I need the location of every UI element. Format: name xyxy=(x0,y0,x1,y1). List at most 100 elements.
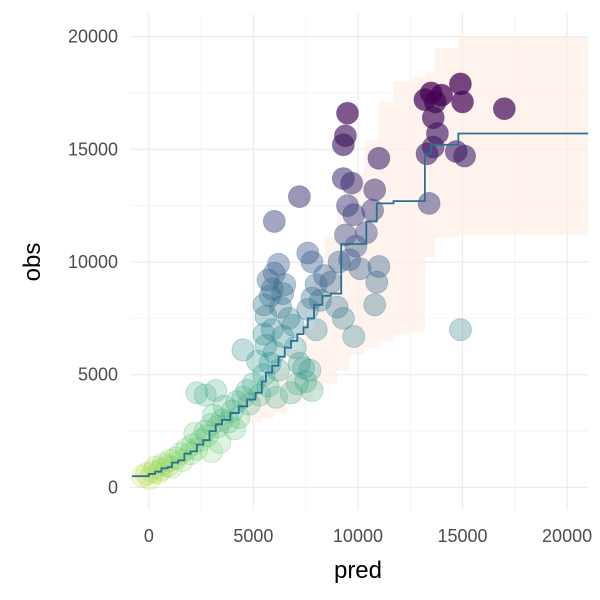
data-point xyxy=(421,135,445,159)
data-point xyxy=(202,403,226,427)
data-point xyxy=(146,461,170,485)
data-point xyxy=(363,178,387,202)
data-point xyxy=(248,383,272,407)
data-point xyxy=(256,268,280,292)
y-tick-label: 5000 xyxy=(78,365,118,385)
y-tick-label: 10000 xyxy=(68,252,118,272)
x-tick-label: 10000 xyxy=(333,526,383,546)
x-tick-label: 15000 xyxy=(437,526,487,546)
data-point xyxy=(338,248,361,272)
y-tick-label: 20000 xyxy=(68,27,118,47)
data-point xyxy=(252,322,276,346)
data-point xyxy=(223,417,246,441)
data-point xyxy=(200,439,223,463)
data-point xyxy=(287,185,311,209)
data-point xyxy=(334,124,357,148)
data-point xyxy=(334,223,357,247)
data-point xyxy=(258,352,282,375)
data-points xyxy=(131,72,516,490)
data-point xyxy=(300,379,324,402)
data-point xyxy=(453,144,477,168)
data-point xyxy=(277,306,301,330)
data-point xyxy=(367,255,391,278)
data-point xyxy=(135,462,159,486)
data-point xyxy=(348,257,372,281)
data-point xyxy=(164,446,188,470)
data-point xyxy=(367,146,391,170)
data-point xyxy=(292,356,315,380)
data-point xyxy=(271,282,295,305)
data-point xyxy=(208,430,232,454)
data-point xyxy=(262,261,286,285)
y-tick-label: 0 xyxy=(108,477,118,497)
data-point xyxy=(262,210,286,233)
y-tick-label: 15000 xyxy=(68,139,118,159)
data-point xyxy=(287,352,311,375)
data-point xyxy=(430,83,454,107)
data-point xyxy=(141,460,165,484)
data-point xyxy=(451,90,474,114)
data-point xyxy=(204,379,228,402)
x-tick-label: 5000 xyxy=(233,526,273,546)
data-point xyxy=(327,250,351,274)
data-point xyxy=(206,415,230,438)
data-point xyxy=(285,372,309,396)
data-point xyxy=(492,97,516,121)
data-point xyxy=(267,252,290,276)
data-point xyxy=(185,381,209,405)
y-tick-labels: 0 5000 10000 15000 20000 xyxy=(68,27,118,498)
data-point xyxy=(241,372,265,396)
data-point xyxy=(344,234,368,258)
data-point xyxy=(279,381,303,405)
data-point xyxy=(260,277,284,301)
data-point xyxy=(281,313,305,337)
data-point xyxy=(212,394,236,418)
data-point xyxy=(313,264,336,287)
data-point xyxy=(254,304,278,328)
data-point xyxy=(331,167,355,190)
data-point xyxy=(216,410,240,434)
data-point xyxy=(304,318,328,342)
data-point xyxy=(143,455,167,479)
data-point xyxy=(152,452,175,476)
data-point xyxy=(319,270,343,294)
data-point xyxy=(417,191,441,215)
x-tick-labels: 0 5000 10000 15000 20000 xyxy=(144,526,592,546)
data-point xyxy=(189,428,213,452)
data-point xyxy=(361,198,384,222)
data-point xyxy=(258,284,282,308)
data-point xyxy=(304,273,328,296)
data-point xyxy=(260,318,284,342)
data-point xyxy=(449,318,472,342)
data-point xyxy=(298,358,322,382)
data-point xyxy=(296,241,320,265)
y-axis-title: obs xyxy=(19,243,46,282)
data-point xyxy=(342,324,366,348)
data-point xyxy=(325,295,349,319)
data-point xyxy=(271,324,295,348)
data-point xyxy=(300,250,324,274)
data-point xyxy=(252,363,276,387)
data-point xyxy=(336,194,359,218)
data-point xyxy=(264,385,288,409)
data-point xyxy=(221,399,244,423)
data-point xyxy=(254,334,278,357)
data-point xyxy=(331,306,355,330)
data-point xyxy=(183,421,207,445)
data-point xyxy=(294,370,318,393)
data-point xyxy=(231,338,255,362)
data-point xyxy=(231,385,255,409)
data-point xyxy=(269,295,292,319)
x-tick-label: 20000 xyxy=(542,526,592,546)
data-point xyxy=(363,293,387,317)
data-point xyxy=(193,383,217,407)
data-point xyxy=(252,293,276,317)
fit-step-line xyxy=(132,132,588,478)
x-tick-label: 0 xyxy=(144,526,154,546)
data-point xyxy=(195,424,219,448)
x-axis-title: pred xyxy=(334,557,382,584)
data-point xyxy=(336,101,359,125)
data-point xyxy=(246,349,269,373)
data-point xyxy=(365,270,389,294)
data-point xyxy=(273,273,297,296)
